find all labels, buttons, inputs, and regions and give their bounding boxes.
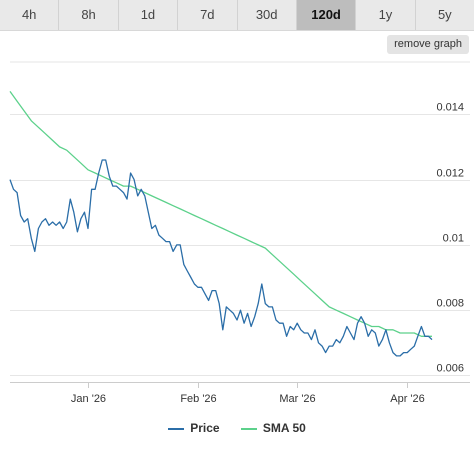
y-tick-label: 0.01 — [443, 233, 464, 245]
legend-item-price[interactable]: Price — [168, 421, 220, 435]
tab-1d[interactable]: 1d — [119, 0, 179, 30]
x-tick-label: Jan '26 — [71, 393, 106, 405]
y-tick-label: 0.006 — [436, 363, 464, 375]
legend-swatch-price — [168, 427, 185, 430]
y-tick-label: 0.012 — [436, 168, 464, 180]
y-tick-label: 0.008 — [436, 298, 464, 310]
series-line-sma-50 — [9, 91, 432, 337]
chart-legend: Price SMA 50 — [0, 421, 474, 435]
tab-4h[interactable]: 4h — [0, 0, 60, 30]
remove-graph-button[interactable]: remove graph — [387, 35, 469, 54]
tab-8h[interactable]: 8h — [59, 0, 119, 30]
tab-30d[interactable]: 30d — [238, 0, 297, 30]
x-tick-label: Apr '26 — [390, 393, 425, 405]
tab-5y[interactable]: 5y — [437, 7, 452, 22]
tab-7d[interactable]: 7d — [178, 0, 238, 30]
legend-swatch-sma — [240, 427, 257, 430]
y-tick-label: 0.014 — [436, 102, 464, 114]
x-tick-label: Feb '26 — [180, 393, 216, 405]
legend-item-sma[interactable]: SMA 50 — [240, 421, 306, 435]
tab-1y[interactable]: 1y — [356, 0, 416, 30]
tab-120d[interactable]: 120d — [296, 0, 357, 30]
legend-label-sma: SMA 50 — [262, 421, 306, 435]
legend-label-price: Price — [190, 421, 220, 435]
x-tick-label: Mar '26 — [279, 393, 315, 405]
price-chart: 0.006 0.008 0.01 0.012 0.014 Jan '26 Feb '26 Ma… — [9, 61, 470, 405]
series-line-price — [9, 159, 433, 357]
timeframe-tabs: 4h 8h 1d 7d 30d 120d 1y 5y — [0, 0, 474, 31]
